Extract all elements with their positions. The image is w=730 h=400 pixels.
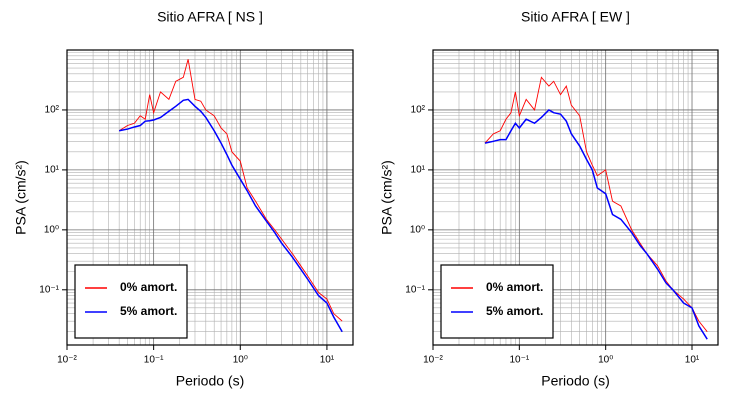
x-tick-label: 10⁻¹ [144, 355, 164, 366]
legend-box [74, 264, 188, 339]
y-tick-label: 10² [45, 105, 60, 116]
chart-title: Sitio AFRA [ NS ] [157, 9, 263, 25]
x-tick-label: 10⁻¹ [509, 355, 529, 366]
y-tick-label: 10¹ [45, 165, 60, 176]
x-tick-label: 10⁰ [598, 355, 613, 366]
y-tick-label: 10⁻¹ [39, 284, 59, 295]
y-tick-label: 10¹ [411, 165, 426, 176]
x-tick-label: 10⁰ [233, 355, 248, 366]
legend-label: 0% amort. [486, 280, 543, 294]
legend-box [440, 264, 554, 339]
y-tick-label: 10² [411, 105, 426, 116]
x-tick-label: 10⁻² [423, 355, 443, 366]
y-tick-label: 10⁻¹ [405, 284, 425, 295]
x-tick-label: 10⁻² [57, 355, 77, 366]
legend-label: 0% amort. [120, 280, 177, 294]
plot-frame [432, 49, 719, 346]
chart-title: Sitio AFRA [ EW ] [521, 9, 630, 25]
y-tick-label: 10⁰ [410, 224, 425, 235]
series-line [119, 98, 343, 333]
series-line [484, 109, 708, 340]
x-axis-label: Periodo (s) [176, 373, 244, 389]
x-tick-label: 10¹ [685, 355, 700, 366]
legend-label: 5% amort. [486, 304, 543, 318]
plot-frame [66, 49, 354, 346]
series-line [484, 76, 708, 332]
x-tick-label: 10¹ [320, 355, 335, 366]
series-line [118, 59, 343, 322]
y-tick-label: 10⁰ [44, 224, 59, 235]
legend-label: 5% amort. [120, 304, 177, 318]
y-axis-label: PSA (cm/s²) [379, 160, 395, 235]
y-axis-label: PSA (cm/s²) [13, 160, 29, 235]
x-axis-label: Periodo (s) [541, 373, 609, 389]
